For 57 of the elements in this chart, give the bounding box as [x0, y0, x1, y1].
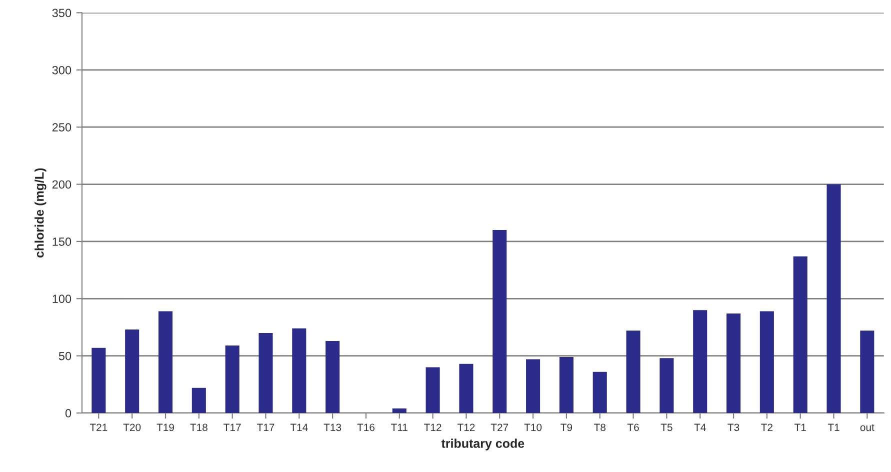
x-tick-label: T5 — [660, 424, 672, 432]
x-tick-label: T16 — [357, 424, 374, 432]
x-axis-title: tributary code — [441, 438, 524, 450]
bar — [860, 330, 874, 413]
y-tick-label: 350 — [52, 8, 72, 18]
bar — [392, 408, 406, 413]
bar — [459, 364, 474, 413]
bar — [693, 310, 708, 413]
y-tick-label: 50 — [58, 352, 72, 360]
y-tick-label: 250 — [52, 123, 72, 132]
x-tick-label: T27 — [490, 424, 508, 431]
bar — [826, 184, 841, 413]
bar — [326, 340, 340, 413]
x-tick-label: T21 — [90, 424, 108, 431]
x-tick-label: T18 — [190, 424, 208, 432]
bar — [92, 348, 106, 413]
bar — [526, 359, 540, 413]
x-tick-label: T8 — [594, 424, 606, 432]
bar — [125, 330, 140, 413]
bar — [793, 256, 808, 413]
bar — [660, 358, 674, 413]
x-tick-label: T12 — [457, 424, 475, 431]
y-tick-label: 150 — [52, 237, 72, 246]
x-tick-label: T11 — [391, 424, 408, 431]
x-tick-label: T1 — [794, 424, 806, 431]
x-tick-label: T2 — [761, 424, 772, 431]
y-tick-label: 0 — [65, 409, 72, 418]
x-tick-label: T10 — [524, 424, 542, 432]
bar — [426, 367, 440, 413]
bar — [726, 314, 741, 413]
x-tick-label: T9 — [560, 424, 572, 432]
x-tick-label: T20 — [123, 424, 141, 432]
x-tick-label: T12 — [424, 424, 442, 431]
x-tick-label: T3 — [728, 424, 740, 432]
y-tick-label: 300 — [52, 66, 72, 74]
bar — [292, 328, 306, 413]
bar — [592, 372, 607, 413]
bar — [559, 356, 574, 413]
y-tick-label: 200 — [52, 180, 72, 189]
x-tick-label: T17 — [257, 424, 274, 431]
x-tick-label: T1 — [828, 424, 840, 431]
bar — [225, 346, 240, 413]
bar — [258, 332, 273, 413]
x-tick-label: T13 — [324, 424, 342, 432]
x-tick-label: T19 — [156, 424, 174, 432]
bar — [626, 330, 640, 413]
x-tick-label: T17 — [224, 424, 241, 431]
y-tick-label: 100 — [52, 294, 72, 304]
x-tick-label: T6 — [627, 424, 639, 432]
bar — [158, 311, 173, 413]
x-tick-label: T4 — [694, 424, 706, 431]
x-tick-label: out — [860, 424, 874, 432]
bar — [192, 388, 206, 413]
bar — [492, 230, 507, 413]
y-axis-title: chloride (mg/L) — [34, 168, 46, 258]
x-tick-label: T14 — [290, 424, 308, 431]
bar — [760, 311, 774, 413]
